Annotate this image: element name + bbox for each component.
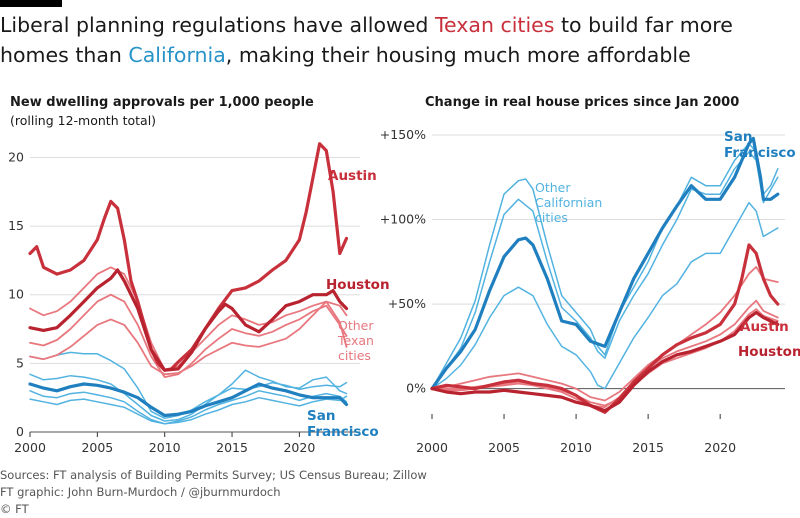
approvals-line-other-californian-cities-3 xyxy=(29,390,348,425)
approvals-y-tick-label: 15 xyxy=(8,218,24,233)
approvals-label-austin: Austin xyxy=(328,168,377,184)
headline: Liberal planning regulations have allowe… xyxy=(0,10,800,70)
right-chart-title: Change in real house prices since Jan 20… xyxy=(425,95,740,110)
prices-x-tick-label: 2005 xyxy=(488,440,520,455)
prices-y-tick-label: 0% xyxy=(406,381,426,396)
sources-line: Sources: FT analysis of Building Permits… xyxy=(0,468,427,482)
prices-y-tick-label: +100% xyxy=(380,212,426,227)
headline-text-2: to build far more xyxy=(554,13,733,37)
approvals-line-houston xyxy=(28,268,349,372)
approvals-line-other-texan-cities-2 xyxy=(29,293,348,378)
approvals-annotation-other-texan-cities: Other xyxy=(338,318,374,333)
approvals-line-other-californian-cities-4 xyxy=(29,395,348,425)
prices-x-tick-label: 2000 xyxy=(416,440,448,455)
prices-annotation-other-californian-cities: Californian xyxy=(535,195,602,210)
ft-brand-bar xyxy=(0,0,62,7)
prices-label-san-francisco: San xyxy=(724,129,752,145)
prices-x-tick-label: 2015 xyxy=(632,440,664,455)
approvals-annotation-other-texan-cities: Texan xyxy=(337,333,374,348)
approvals-line-austin xyxy=(28,142,349,372)
approvals-label-san-francisco: Francisco xyxy=(307,424,379,440)
left-chart-title: New dwelling approvals per 1,000 people xyxy=(10,95,314,110)
approvals-y-tick-label: 0 xyxy=(16,424,24,439)
approvals-x-tick-label: 2005 xyxy=(81,440,113,455)
headline-california: California xyxy=(128,43,226,67)
approvals-x-tick-label: 2020 xyxy=(283,440,315,455)
approvals-y-tick-label: 5 xyxy=(16,355,24,370)
prices-line-other-texan-cities-1 xyxy=(431,266,779,402)
headline-text-1: Liberal planning regulations have allowe… xyxy=(0,13,435,37)
prices-x-tick-label: 2020 xyxy=(704,440,736,455)
approvals-line-other-californian-cities-2 xyxy=(29,373,348,422)
approvals-label-houston: Houston xyxy=(326,277,390,293)
headline-text-3: homes than xyxy=(0,43,129,67)
prices-label-austin: Austin xyxy=(740,319,789,335)
prices-y-tick-label: +150% xyxy=(380,127,426,142)
headline-line-2: homes than California, making their hous… xyxy=(0,40,800,70)
approvals-x-tick-label: 2015 xyxy=(216,440,248,455)
approvals-x-tick-label: 2000 xyxy=(14,440,46,455)
prices-line-other-californian-cities-2 xyxy=(431,151,779,390)
approvals-line-san-francisco xyxy=(28,382,349,418)
headline-texan-cities: Texan cities xyxy=(434,13,555,37)
approvals-annotation-other-texan-cities: cities xyxy=(338,348,371,363)
left-chart-subtitle: (rolling 12-month total) xyxy=(10,113,157,128)
prices-line-san-francisco xyxy=(430,136,780,391)
prices-x-tick-label: 2010 xyxy=(560,440,592,455)
approvals-y-tick-label: 10 xyxy=(8,287,24,302)
approvals-x-tick-label: 2010 xyxy=(149,440,181,455)
approvals-label-san-francisco: San xyxy=(307,408,335,424)
prices-y-tick-label: +50% xyxy=(388,296,426,311)
prices-line-other-californian-cities-3 xyxy=(431,201,779,390)
credit-line: FT graphic: John Burn-Murdoch / @jburnmu… xyxy=(0,485,281,499)
headline-text-4: , making their housing much more afforda… xyxy=(225,43,691,67)
prices-line-houston xyxy=(430,310,780,413)
prices-line-other-californian-cities-1 xyxy=(431,142,779,390)
prices-annotation-other-californian-cities: cities xyxy=(535,210,568,225)
approvals-line-other-texan-cities-3 xyxy=(29,300,348,376)
prices-annotation-other-californian-cities: Other xyxy=(535,180,571,195)
prices-line-austin xyxy=(430,243,780,414)
copyright-line: © FT xyxy=(0,502,29,516)
approvals-y-tick-label: 20 xyxy=(8,149,24,164)
headline-line-1: Liberal planning regulations have allowe… xyxy=(0,10,800,40)
prices-label-san-francisco: Francisco xyxy=(724,145,796,161)
prices-label-houston: Houston xyxy=(738,344,800,360)
